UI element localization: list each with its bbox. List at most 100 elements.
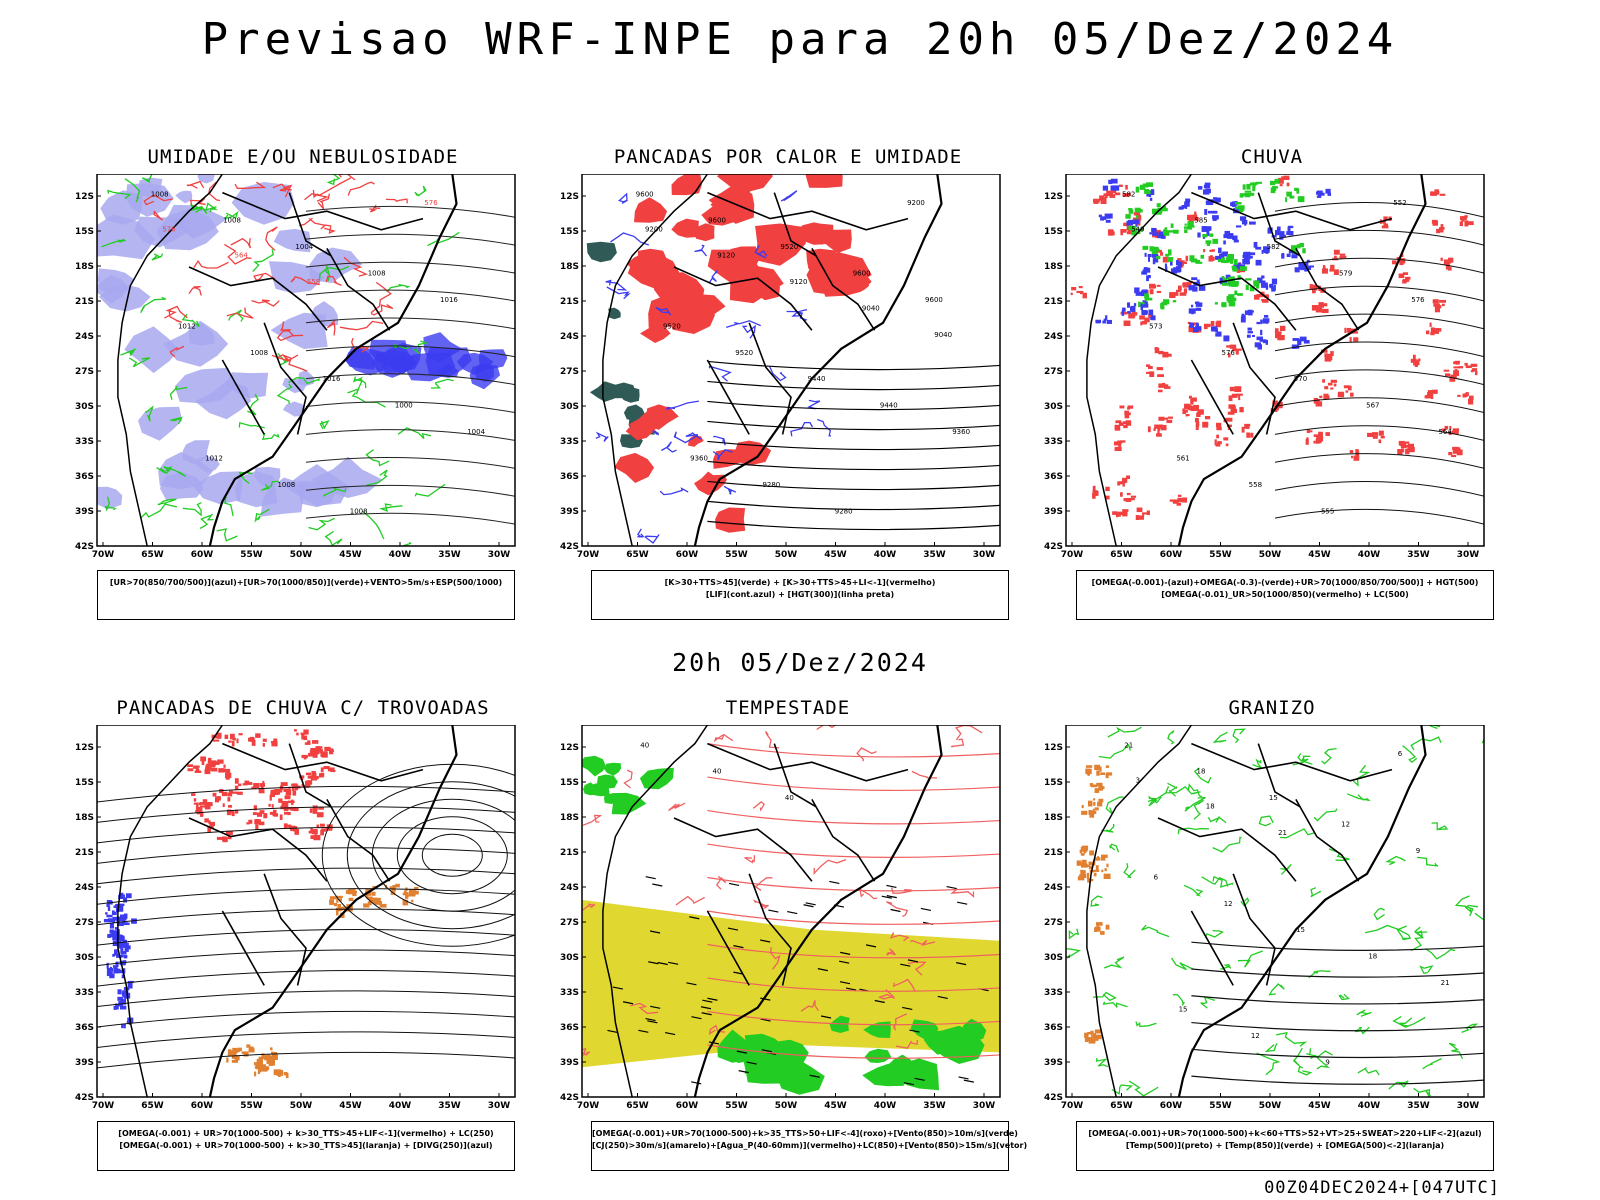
rain-red-area — [1399, 442, 1405, 446]
lon-tick-label: 30W — [1457, 550, 1480, 560]
omega-orange-area — [1086, 765, 1093, 768]
country-border — [221, 359, 265, 435]
rain-red-area — [1178, 260, 1185, 263]
rain-blue-area — [1291, 254, 1298, 259]
page-title: Previsao WRF-INPE para 20h 05/Dez/2024 — [201, 14, 1399, 65]
lon-tick-label: 30W — [973, 550, 996, 560]
coastline-west — [1086, 725, 1193, 1097]
run-stamp: 00Z04DEC2024+[047UTC] — [1264, 1178, 1500, 1198]
rain-blue-area — [1227, 233, 1234, 239]
omega-orange-area — [1086, 872, 1090, 879]
rain-blue-area — [1104, 213, 1111, 219]
map-pancadas-calor[interactable]: 9600960095209600960095209520944094409360… — [548, 174, 1028, 584]
lon-tick-label: 55W — [725, 1101, 748, 1111]
wind-vector — [957, 901, 968, 905]
omega-orange-area — [1101, 869, 1104, 873]
contour-label: 9120 — [790, 278, 808, 286]
map-layer: 5825855825795765735765705675645615585555… — [1044, 174, 1485, 560]
country-border — [706, 359, 750, 435]
storm-red-area — [195, 806, 199, 813]
lifted-index-contour — [754, 245, 768, 259]
lat-tick-label: 42S — [560, 1093, 579, 1103]
rain-blue-area — [1133, 303, 1137, 307]
rain-red-area — [1343, 385, 1351, 389]
lifted-index-contour — [712, 449, 733, 461]
rain-green-area — [1296, 244, 1301, 249]
rain-blue-area — [1204, 182, 1211, 186]
wind-vector — [845, 987, 857, 991]
lat-tick-label: 12S — [75, 743, 94, 753]
divergence-blue-area — [115, 968, 121, 974]
instability-red-area — [820, 265, 872, 297]
map-content — [97, 725, 515, 1097]
coastline-west — [117, 174, 224, 546]
map-umidade[interactable]: 1008100810041008101610121008101610001004… — [63, 174, 543, 584]
thickness-red-contour — [279, 321, 295, 337]
rain-blue-area — [1148, 309, 1154, 316]
humidity-blue-area — [182, 440, 210, 465]
temp850-green-contour — [1300, 755, 1313, 765]
rain-red-area — [1229, 344, 1237, 349]
rain-red-area — [1107, 229, 1114, 235]
storm-red-area — [283, 788, 289, 792]
country-border — [1190, 359, 1234, 435]
water-red-contour — [892, 978, 916, 992]
map-frame — [1065, 725, 1485, 1098]
rain-red-area — [1120, 480, 1127, 484]
rain-green-area — [1172, 300, 1177, 303]
storm-orange-area — [378, 901, 383, 906]
storm-red-area — [293, 783, 298, 787]
omega-orange-area — [1099, 766, 1102, 772]
rain-red-area — [1153, 229, 1161, 233]
rain-blue-area — [1127, 311, 1131, 314]
lon-tick-label: 65W — [626, 550, 649, 560]
rain-red-area — [1323, 395, 1330, 400]
lat-tick-label: 39S — [1044, 507, 1063, 517]
lon-tick-label: 60W — [191, 550, 214, 560]
rain-green-area — [1231, 283, 1238, 287]
rain-blue-area — [1201, 226, 1207, 232]
contour-label: 558 — [1249, 481, 1262, 489]
coastline-east — [208, 174, 458, 546]
rain-green-area — [1152, 208, 1158, 215]
country-border — [748, 322, 792, 435]
storm-red-area — [262, 738, 267, 742]
map-tempestade[interactable]: 40404012S15S18S21S24S27S30S33S36S39S42S7… — [548, 725, 1028, 1135]
lon-tick-label: 70W — [577, 550, 600, 560]
rain-green-area — [1200, 254, 1205, 259]
lon-tick-label: 30W — [488, 550, 511, 560]
contour-label: 1016 — [323, 375, 341, 383]
lat-tick-label: 21S — [560, 848, 579, 858]
rain-blue-area — [1141, 289, 1148, 296]
water-red-contour — [856, 747, 877, 762]
lat-tick-label: 33S — [1044, 988, 1063, 998]
storm-red-area — [278, 798, 283, 803]
contour-label: 9520 — [780, 243, 798, 251]
divergence-blue-area — [119, 1005, 127, 1010]
panel-legend: [UR>70(850/700/500)](azul)+[UR>70(1000/8… — [97, 570, 515, 620]
rain-blue-area — [1212, 199, 1219, 203]
divergence-blue-area — [109, 966, 113, 972]
rain-red-area — [1156, 290, 1162, 293]
lon-tick-label: 30W — [488, 1101, 511, 1111]
streamline — [1274, 257, 1484, 274]
rain-red-area — [1203, 249, 1206, 253]
contour-label: 1012 — [205, 454, 223, 462]
temp850-green-contour — [1240, 897, 1250, 907]
rain-red-area — [1329, 268, 1334, 272]
rain-red-area — [1216, 426, 1222, 431]
rain-red-area — [1172, 499, 1179, 504]
water-red-contour — [954, 725, 983, 741]
map-chuva[interactable]: 5825855825795765735765705675645615585555… — [1032, 174, 1512, 584]
contour-label: 9 — [1325, 1058, 1329, 1066]
rain-blue-area — [1230, 202, 1235, 207]
map-granizo[interactable]: 2118151296121518211512963182112S15S18S21… — [1032, 725, 1512, 1135]
divergence-blue-area — [123, 897, 128, 903]
thickness-red-contour — [208, 181, 221, 202]
omega-orange-area — [1096, 856, 1100, 860]
bottom-row-title: 20h 05/Dez/2024 — [672, 648, 928, 677]
storm-red-area — [207, 757, 212, 764]
omega-orange-area — [1085, 768, 1090, 774]
rain-green-area — [1232, 268, 1239, 272]
